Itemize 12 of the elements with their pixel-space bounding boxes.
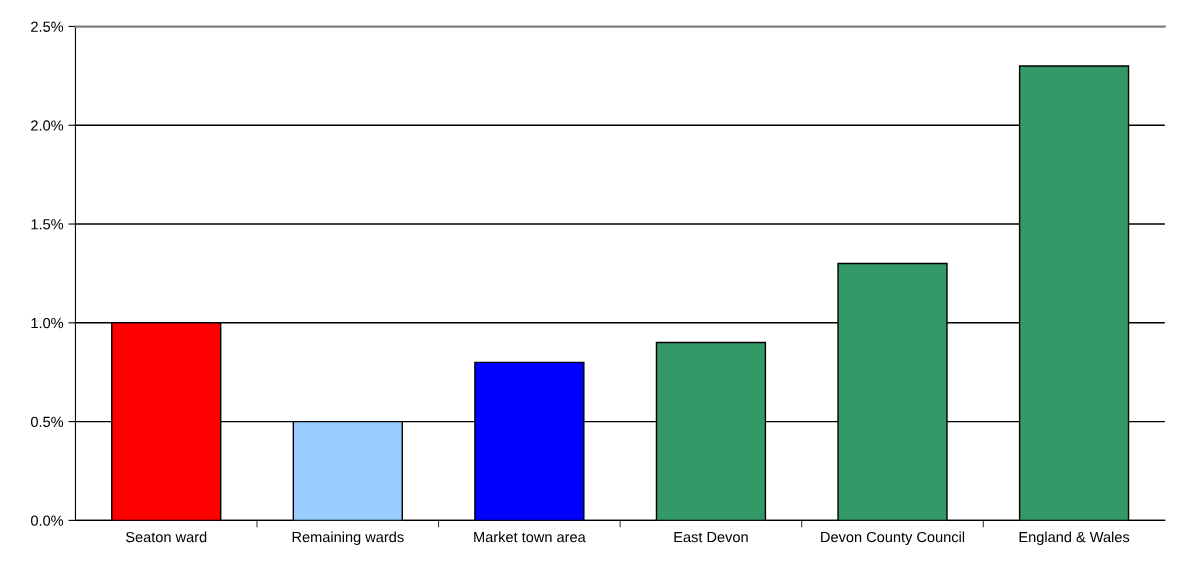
x-tick-label: Devon County Council <box>821 531 965 546</box>
x-tick-label: Market town area <box>474 531 586 543</box>
x-tick-label: Seaton ward <box>125 531 207 543</box>
y-tick-label: 1.5% <box>31 219 64 230</box>
x-tick-label: England & Wales <box>1019 531 1130 546</box>
y-tick-label: 2.5% <box>31 21 64 32</box>
y-tick-label: 2.0% <box>31 120 64 131</box>
x-tick-label: East Devon <box>674 532 748 543</box>
x-tick-label: Remaining wards <box>292 531 404 546</box>
y-tick-label: 0.0% <box>30 515 64 526</box>
y-tick-label: 0.5% <box>30 416 64 428</box>
y-tick-label: 1.0% <box>31 317 64 329</box>
